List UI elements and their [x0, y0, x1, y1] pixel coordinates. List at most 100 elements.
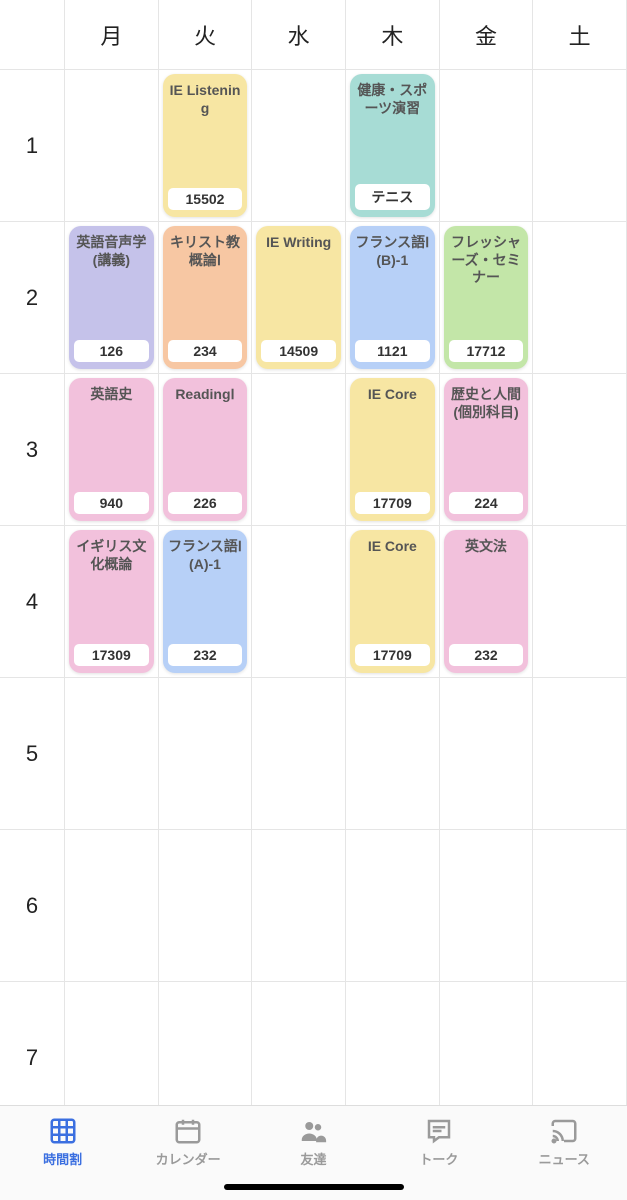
- course-code: 232: [449, 644, 524, 666]
- timetable-cell: [159, 982, 253, 1105]
- tab-news[interactable]: ニュース: [504, 1116, 624, 1168]
- timetable-cell: フランス語Ⅰ(B)-1 1121: [346, 222, 440, 374]
- timetable-cell: [252, 526, 346, 678]
- course-title: フランス語Ⅰ(B)-1: [355, 234, 430, 269]
- timetable-grid-wrap: 月火水木金土1IE Listening15502健康・スポーツ演習テニス2英語音…: [0, 0, 627, 1105]
- course-title: ReadingⅠ: [168, 386, 243, 404]
- tab-label: トーク: [419, 1149, 458, 1168]
- course-code: 17712: [449, 340, 524, 362]
- timetable-cell: [65, 70, 159, 222]
- calendar-icon: [171, 1116, 205, 1146]
- course-code: 15502: [168, 188, 243, 210]
- period-header: 3: [0, 374, 65, 526]
- timetable-cell: [440, 982, 534, 1105]
- tab-label: 時間割: [43, 1149, 82, 1168]
- course-title: 英語音声学(講義): [74, 234, 149, 269]
- day-header: 水: [252, 0, 346, 70]
- day-header: 月: [65, 0, 159, 70]
- home-indicator: [224, 1184, 404, 1190]
- course-title: 健康・スポーツ演習: [355, 82, 430, 117]
- course-card[interactable]: フレッシャーズ・セミナー 17712: [444, 226, 529, 369]
- course-title: 歴史と人間(個別科目): [449, 386, 524, 421]
- timetable-cell: IE Listening 15502: [159, 70, 253, 222]
- course-card[interactable]: 健康・スポーツ演習テニス: [350, 74, 435, 217]
- course-card[interactable]: 英語音声学(講義) 126: [69, 226, 154, 369]
- cast-icon: [547, 1116, 581, 1146]
- timetable-grid: 月火水木金土1IE Listening15502健康・スポーツ演習テニス2英語音…: [0, 0, 627, 1105]
- timetable-cell: [252, 678, 346, 830]
- course-card[interactable]: 歴史と人間(個別科目) 224: [444, 378, 529, 521]
- course-title: 英文法: [449, 538, 524, 556]
- timetable-cell: [252, 70, 346, 222]
- course-card[interactable]: フランス語Ⅰ(B)-1 1121: [350, 226, 435, 369]
- timetable-cell: [533, 374, 627, 526]
- course-card[interactable]: IE Core 17709: [350, 530, 435, 673]
- tab-calendar[interactable]: カレンダー: [128, 1116, 248, 1168]
- course-code: 224: [449, 492, 524, 514]
- day-header: 金: [440, 0, 534, 70]
- course-card[interactable]: 英文法 232: [444, 530, 529, 673]
- course-title: フランス語Ⅰ(A)-1: [168, 538, 243, 573]
- course-card[interactable]: イギリス文化概論 17309: [69, 530, 154, 673]
- timetable-cell: [65, 982, 159, 1105]
- course-title: IE Core: [355, 386, 430, 404]
- period-header: 1: [0, 70, 65, 222]
- timetable-cell: [440, 678, 534, 830]
- course-card[interactable]: キリスト教概論Ⅰ 234: [163, 226, 248, 369]
- timetable-cell: [533, 678, 627, 830]
- timetable-cell: [533, 222, 627, 374]
- timetable-cell: IE Core 17709: [346, 526, 440, 678]
- course-card[interactable]: フランス語Ⅰ(A)-1232: [163, 530, 248, 673]
- course-card[interactable]: 英語史940: [69, 378, 154, 521]
- timetable-cell: フレッシャーズ・セミナー 17712: [440, 222, 534, 374]
- timetable-cell: [346, 982, 440, 1105]
- course-code: 17309: [74, 644, 149, 666]
- grid-icon: [46, 1116, 80, 1146]
- timetable-cell: IE Core 17709: [346, 374, 440, 526]
- timetable-cell: [65, 678, 159, 830]
- course-code: 940: [74, 492, 149, 514]
- timetable-cell: [440, 70, 534, 222]
- period-header: 5: [0, 678, 65, 830]
- timetable-cell: フランス語Ⅰ(A)-1232: [159, 526, 253, 678]
- course-code: 17709: [355, 492, 430, 514]
- course-code: 126: [74, 340, 149, 362]
- day-header: 土: [533, 0, 627, 70]
- timetable-cell: [252, 982, 346, 1105]
- tab-label: ニュース: [539, 1149, 590, 1168]
- course-title: IE Writing: [261, 234, 336, 252]
- course-title: IE Core: [355, 538, 430, 556]
- course-title: IE Listening: [168, 82, 243, 117]
- timetable-cell: [346, 830, 440, 982]
- tab-talk[interactable]: トーク: [379, 1116, 499, 1168]
- course-code: 17709: [355, 644, 430, 666]
- course-code: 234: [168, 340, 243, 362]
- app-root: 月火水木金土1IE Listening15502健康・スポーツ演習テニス2英語音…: [0, 0, 627, 1200]
- timetable-cell: 歴史と人間(個別科目) 224: [440, 374, 534, 526]
- timetable-cell: IE Writing14509: [252, 222, 346, 374]
- course-card[interactable]: ReadingⅠ 226: [163, 378, 248, 521]
- timetable-cell: [533, 70, 627, 222]
- timetable-cell: [440, 830, 534, 982]
- tab-timetable[interactable]: 時間割: [3, 1116, 123, 1168]
- tab-friends[interactable]: 友達: [253, 1116, 373, 1168]
- course-card[interactable]: IE Core 17709: [350, 378, 435, 521]
- course-code: テニス: [355, 184, 430, 210]
- course-title: イギリス文化概論: [74, 538, 149, 573]
- course-card[interactable]: IE Writing14509: [256, 226, 341, 369]
- timetable-cell: 英文法 232: [440, 526, 534, 678]
- timetable-cell: [533, 526, 627, 678]
- chat-icon: [422, 1116, 456, 1146]
- timetable-cell: イギリス文化概論 17309: [65, 526, 159, 678]
- timetable-cell: 英語音声学(講義) 126: [65, 222, 159, 374]
- day-header: 木: [346, 0, 440, 70]
- course-title: キリスト教概論Ⅰ: [168, 234, 243, 269]
- timetable-cell: キリスト教概論Ⅰ 234: [159, 222, 253, 374]
- period-header: 4: [0, 526, 65, 678]
- course-card[interactable]: IE Listening 15502: [163, 74, 248, 217]
- course-title: フレッシャーズ・セミナー: [449, 234, 524, 287]
- course-code: 1121: [355, 340, 430, 362]
- course-code: 226: [168, 492, 243, 514]
- timetable-cell: [252, 374, 346, 526]
- timetable-cell: [159, 830, 253, 982]
